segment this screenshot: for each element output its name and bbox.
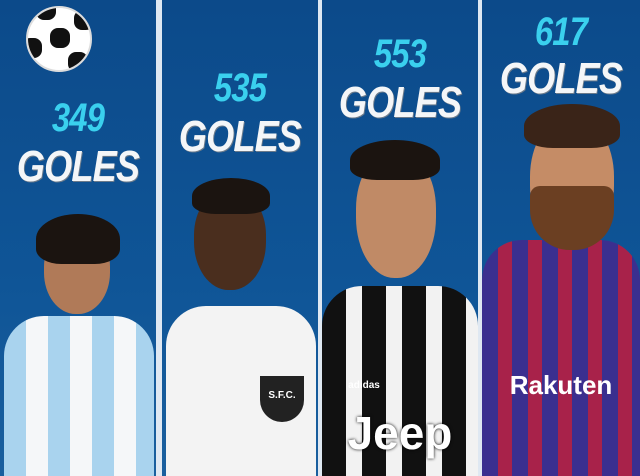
player-shirt	[322, 286, 478, 476]
player-hair	[524, 104, 620, 148]
club-crest: S.F.C.	[260, 376, 304, 422]
sponsor-logo: Jeep	[347, 407, 453, 459]
player-shirt	[482, 240, 640, 476]
panel-player-1: 349 GOLES	[0, 0, 156, 476]
player-beard	[530, 186, 614, 250]
goals-label: GOLES	[338, 78, 462, 127]
goals-label: GOLES	[16, 142, 140, 191]
goal-count: 617	[534, 10, 588, 54]
brand-logo: adidas	[348, 380, 380, 391]
goals-label: GOLES	[499, 54, 623, 103]
player-shirt	[4, 316, 154, 476]
player-hair	[36, 214, 120, 264]
goal-count: 349	[51, 96, 105, 140]
goal-count: 535	[213, 66, 267, 110]
panel-player-4: 617 GOLES Rakuten	[482, 0, 640, 476]
goals-label: GOLES	[178, 112, 302, 161]
panel-player-3: 553 GOLES adidas Jeep	[322, 0, 478, 476]
soccer-ball-icon	[26, 6, 92, 72]
panel-player-2: 535 GOLES S.F.C.	[162, 0, 318, 476]
goal-count: 553	[373, 32, 427, 76]
player-hair	[192, 178, 270, 214]
sponsor-logo: Rakuten	[509, 370, 613, 400]
player-hair	[350, 140, 440, 180]
